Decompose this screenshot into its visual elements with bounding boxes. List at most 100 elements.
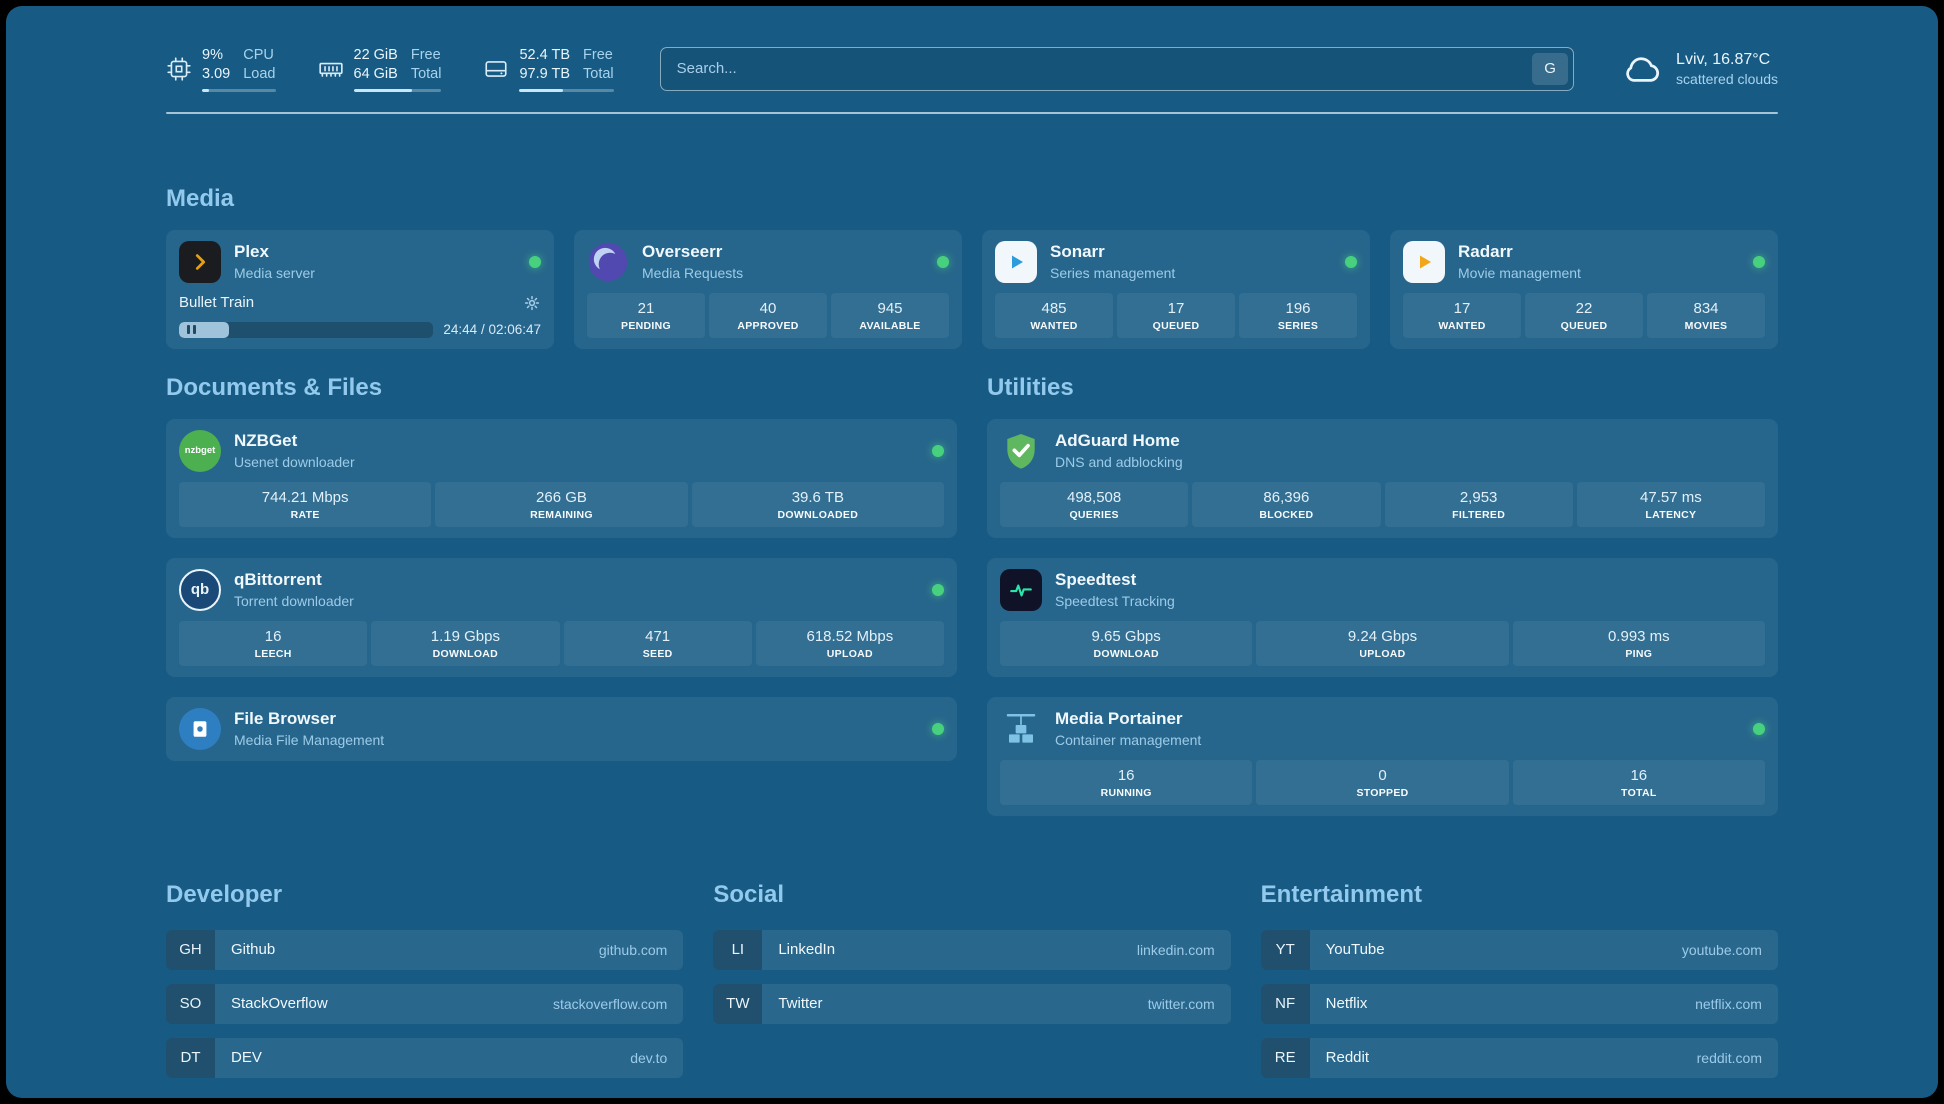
disk-progress-fill [519, 88, 563, 92]
stat-tile: 9.65 Gbps DOWNLOAD [1000, 620, 1253, 666]
player-progress-bar[interactable] [179, 321, 434, 338]
memory-free-value: 22 GiB [353, 47, 398, 63]
stat-value: 22 [1575, 299, 1593, 317]
top-bar: 9% 3.09 CPU Load [166, 46, 1778, 92]
service-card-nzbget[interactable]: nzbget NZBGet Usenet downloader 744.21 M… [166, 418, 957, 538]
stat-label: UPLOAD [1359, 647, 1406, 660]
bookmark-domain: netflix.com [1695, 995, 1762, 1012]
bookmark-linkedin[interactable]: LI LinkedIn linkedin.com [713, 929, 1231, 970]
service-name: qBittorrent [234, 570, 322, 590]
service-card-qbittorrent[interactable]: qb qBittorrent Torrent downloader 16 LEE… [166, 557, 957, 677]
status-dot [937, 255, 949, 268]
stat-tile: 21 PENDING [587, 292, 705, 338]
disk-total-value: 97.9 TB [519, 65, 571, 82]
stat-tile: 39.6 TB DOWNLOADED [691, 481, 944, 527]
bookmark-abbr: YT [1260, 929, 1310, 970]
service-card-filebrowser[interactable]: File Browser Media File Management [166, 696, 957, 761]
bookmark-group-social: Social LI LinkedIn linkedin.com TW Twitt… [713, 880, 1231, 1092]
filebrowser-icon [179, 707, 221, 750]
stat-label: MOVIES [1684, 319, 1728, 332]
stat-value: 17 [1453, 299, 1471, 317]
section-title-entertainment: Entertainment [1260, 880, 1423, 908]
service-card-sonarr[interactable]: Sonarr Series management 485 WANTED 17 Q… [982, 229, 1370, 349]
memory-widget: 22 GiB 64 GiB Free Total [318, 46, 442, 92]
stat-tile: 47.57 ms LATENCY [1576, 481, 1765, 527]
status-dot [1345, 255, 1357, 268]
service-name: Plex [234, 242, 269, 262]
bookmark-dev[interactable]: DT DEV dev.to [166, 1037, 684, 1078]
section-title-utilities: Utilities [987, 373, 1074, 401]
stat-tile: 1.19 Gbps DOWNLOAD [371, 620, 560, 666]
section-title-social: Social [713, 880, 785, 908]
bookmark-name: Reddit [1325, 1049, 1370, 1067]
stat-value: 9.65 Gbps [1091, 627, 1161, 645]
bookmark-name: DEV [231, 1049, 262, 1067]
disk-icon [483, 56, 509, 82]
stat-tile: 834 MOVIES [1647, 292, 1765, 338]
memory-total-label: Total [410, 65, 442, 82]
bookmark-twitter[interactable]: TW Twitter twitter.com [713, 983, 1231, 1024]
stat-tile: 16 TOTAL [1512, 759, 1765, 805]
service-card-speedtest[interactable]: Speedtest Speedtest Tracking 9.65 Gbps D… [987, 557, 1778, 677]
service-card-radarr[interactable]: Radarr Movie management 17 WANTED 22 QUE… [1390, 229, 1778, 349]
service-subtitle: Media Requests [642, 265, 744, 282]
service-name: Radarr [1458, 242, 1513, 262]
bookmark-name: Github [231, 941, 276, 959]
bookmarks: Developer GH Github github.com SO StackO… [166, 880, 1778, 1092]
search-input[interactable] [660, 60, 1533, 78]
stat-value: 39.6 TB [791, 488, 844, 506]
bookmark-github[interactable]: GH Github github.com [166, 929, 684, 970]
service-subtitle: Container management [1055, 732, 1202, 749]
service-subtitle: DNS and adblocking [1055, 454, 1183, 471]
stat-tile: 16 LEECH [179, 620, 368, 666]
stat-label: WANTED [1438, 319, 1486, 332]
sonarr-icon [995, 240, 1037, 283]
search-provider-button[interactable]: G [1532, 52, 1569, 85]
stat-value: 618.52 Mbps [806, 627, 894, 645]
bookmark-abbr: GH [166, 929, 215, 970]
bookmark-youtube[interactable]: YT YouTube youtube.com [1260, 929, 1778, 970]
weather-widget: Lviv, 16.87°C scattered clouds [1620, 47, 1778, 91]
stat-value: 17 [1167, 299, 1185, 317]
stat-tile: 17 QUEUED [1117, 292, 1235, 338]
stat-label: SERIES [1277, 319, 1319, 332]
bookmark-abbr: SO [166, 983, 215, 1024]
player-progress-fill [179, 321, 229, 338]
pause-icon[interactable] [187, 325, 196, 335]
service-subtitle: Movie management [1458, 265, 1581, 282]
stat-value: 16 [264, 627, 282, 645]
bookmark-stackoverflow[interactable]: SO StackOverflow stackoverflow.com [166, 983, 684, 1024]
stat-tile: 0 STOPPED [1256, 759, 1509, 805]
cpu-widget: 9% 3.09 CPU Load [166, 46, 276, 92]
service-subtitle: Series management [1050, 265, 1176, 282]
stat-value: 485 [1041, 299, 1067, 317]
bookmark-name: LinkedIn [778, 941, 836, 959]
bookmark-abbr: RE [1260, 1037, 1310, 1078]
disk-widget: 52.4 TB 97.9 TB Free Total [483, 46, 614, 92]
bookmark-reddit[interactable]: RE Reddit reddit.com [1260, 1037, 1778, 1078]
adguard-icon [1000, 430, 1042, 472]
bookmark-group-entertainment: Entertainment YT YouTube youtube.com NF … [1260, 880, 1778, 1092]
bookmark-abbr: TW [713, 983, 763, 1024]
cpu-usage-label: CPU [243, 47, 274, 63]
service-card-portainer[interactable]: Media Portainer Container management 16 … [987, 696, 1778, 816]
memory-total-value: 64 GiB [353, 65, 398, 82]
service-card-adguard[interactable]: AdGuard Home DNS and adblocking 498,508 … [987, 418, 1778, 538]
stat-label: LEECH [254, 647, 292, 660]
service-name: Sonarr [1050, 242, 1105, 262]
stat-label: BLOCKED [1259, 508, 1314, 521]
speedtest-icon [1000, 568, 1042, 611]
gear-icon[interactable] [523, 294, 541, 312]
header-divider [166, 111, 1778, 114]
bookmark-domain: linkedin.com [1136, 941, 1215, 958]
stat-value: 2,953 [1459, 488, 1498, 506]
service-name: NZBGet [234, 431, 298, 451]
stat-value: 266 GB [536, 488, 587, 506]
service-card-overseerr[interactable]: Overseerr Media Requests 21 PENDING 40 A… [574, 229, 962, 349]
service-card-plex[interactable]: Plex Media server Bullet Train [166, 229, 554, 349]
cpu-progress-bar [202, 88, 276, 92]
disk-free-value: 52.4 TB [519, 47, 571, 63]
cpu-icon [166, 56, 192, 82]
bookmark-netflix[interactable]: NF Netflix netflix.com [1260, 983, 1778, 1024]
bookmark-abbr: NF [1260, 983, 1310, 1024]
